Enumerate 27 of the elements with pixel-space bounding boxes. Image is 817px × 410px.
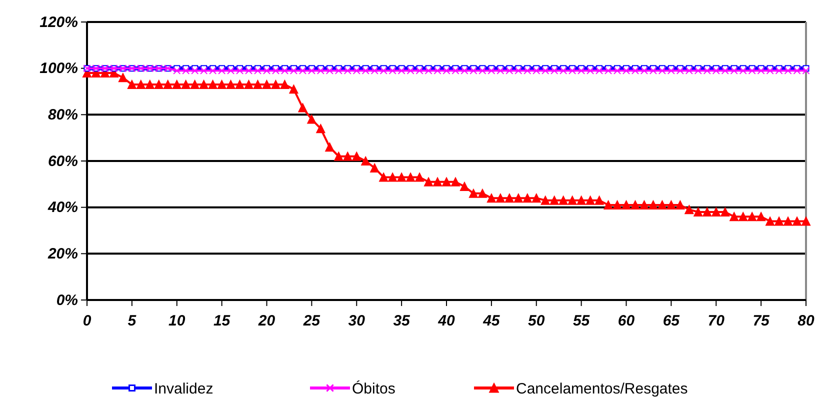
x-tick-label: 45 — [482, 312, 500, 330]
x-tick-label: 10 — [168, 312, 186, 330]
legend-label: Cancelamentos/Resgates — [516, 380, 688, 398]
x-tick-label: 75 — [752, 312, 770, 330]
x-tick-label: 60 — [618, 312, 636, 330]
y-tick-label: 20% — [46, 245, 78, 262]
x-tick-label: 15 — [213, 312, 231, 330]
y-tick-label: 60% — [48, 152, 78, 170]
x-tick-label: 65 — [662, 312, 680, 330]
y-tick-label: 120% — [40, 14, 78, 31]
x-tick-label: 50 — [528, 312, 546, 330]
y-tick-label: 40% — [46, 199, 78, 216]
x-tick-label: 20 — [257, 312, 276, 330]
x-tick-label: 30 — [348, 312, 366, 330]
y-tick-label: 80% — [48, 106, 78, 124]
x-tick-label: 40 — [437, 312, 456, 330]
legend-label: Invalidez — [154, 380, 214, 398]
y-tick-label: 100% — [40, 60, 78, 78]
x-tick-label: 5 — [128, 312, 137, 330]
legend-label: Óbitos — [352, 379, 396, 398]
x-tick-label: 35 — [393, 312, 411, 330]
x-tick-label: 55 — [572, 312, 590, 330]
x-tick-label: 70 — [708, 312, 726, 330]
x-tick-label: 0 — [82, 312, 92, 330]
x-tick-label: 80 — [798, 312, 815, 330]
x-tick-label: 25 — [302, 312, 321, 330]
y-tick-label: 0% — [56, 292, 78, 309]
